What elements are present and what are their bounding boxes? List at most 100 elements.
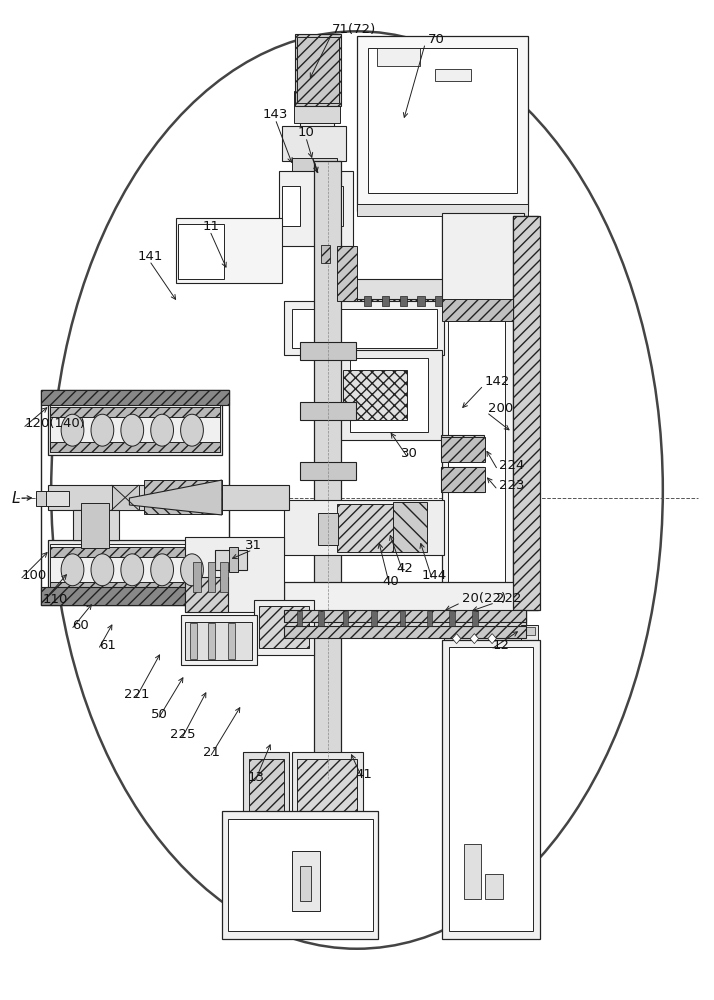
Text: 40: 40 <box>383 575 400 588</box>
Circle shape <box>61 414 84 446</box>
Polygon shape <box>295 34 341 106</box>
Text: 224: 224 <box>499 459 525 472</box>
Polygon shape <box>48 485 289 510</box>
Polygon shape <box>441 437 485 462</box>
Polygon shape <box>284 612 526 630</box>
Text: 70: 70 <box>428 33 445 46</box>
Polygon shape <box>443 640 540 939</box>
Polygon shape <box>368 48 517 193</box>
Polygon shape <box>41 390 229 405</box>
Polygon shape <box>356 299 443 311</box>
Polygon shape <box>526 627 535 635</box>
Polygon shape <box>81 503 109 548</box>
Polygon shape <box>208 623 215 659</box>
Polygon shape <box>48 400 222 455</box>
Circle shape <box>121 554 144 586</box>
Text: 42: 42 <box>396 562 413 575</box>
Polygon shape <box>343 370 407 420</box>
Polygon shape <box>278 171 353 246</box>
Polygon shape <box>441 435 483 460</box>
Polygon shape <box>48 540 222 595</box>
Text: 100: 100 <box>21 569 46 582</box>
Polygon shape <box>485 874 503 899</box>
Polygon shape <box>377 48 420 66</box>
Polygon shape <box>243 752 289 817</box>
Polygon shape <box>314 161 341 779</box>
Polygon shape <box>50 404 221 452</box>
Polygon shape <box>357 204 528 216</box>
Circle shape <box>181 414 203 446</box>
Polygon shape <box>441 467 485 492</box>
Polygon shape <box>144 480 222 498</box>
Text: 50: 50 <box>151 708 168 721</box>
Polygon shape <box>443 216 524 610</box>
Polygon shape <box>318 611 323 626</box>
Polygon shape <box>284 301 445 355</box>
Polygon shape <box>300 462 356 480</box>
Polygon shape <box>178 224 224 279</box>
Polygon shape <box>393 502 427 552</box>
Polygon shape <box>176 218 282 283</box>
Polygon shape <box>291 851 320 911</box>
Polygon shape <box>300 402 356 420</box>
Circle shape <box>61 554 84 586</box>
Polygon shape <box>436 296 443 306</box>
Polygon shape <box>282 186 300 226</box>
Polygon shape <box>282 126 346 161</box>
Polygon shape <box>144 498 222 514</box>
Polygon shape <box>441 467 483 492</box>
Circle shape <box>121 414 144 446</box>
Polygon shape <box>356 279 443 301</box>
Polygon shape <box>382 296 389 306</box>
Polygon shape <box>284 582 526 630</box>
Polygon shape <box>50 582 221 592</box>
Polygon shape <box>443 213 524 301</box>
Polygon shape <box>185 537 284 612</box>
Polygon shape <box>208 562 215 592</box>
Polygon shape <box>36 491 46 506</box>
Polygon shape <box>400 611 406 626</box>
Polygon shape <box>443 299 513 320</box>
Polygon shape <box>463 844 481 899</box>
Polygon shape <box>41 587 229 605</box>
Polygon shape <box>111 485 139 510</box>
Text: 200: 200 <box>488 402 513 415</box>
Polygon shape <box>291 309 438 348</box>
Polygon shape <box>41 491 69 506</box>
Text: 21: 21 <box>203 746 220 759</box>
Polygon shape <box>400 296 407 306</box>
Polygon shape <box>296 611 302 626</box>
Polygon shape <box>291 158 337 173</box>
Polygon shape <box>294 103 340 123</box>
Text: 144: 144 <box>421 569 446 582</box>
Polygon shape <box>190 623 197 659</box>
Polygon shape <box>228 623 235 659</box>
Polygon shape <box>50 442 221 452</box>
Polygon shape <box>254 600 314 655</box>
Polygon shape <box>364 296 371 306</box>
Polygon shape <box>284 500 445 555</box>
Text: 61: 61 <box>99 639 116 652</box>
Text: 10: 10 <box>297 126 314 139</box>
Polygon shape <box>488 634 496 644</box>
Polygon shape <box>452 634 461 644</box>
Polygon shape <box>448 228 505 602</box>
Polygon shape <box>215 550 247 570</box>
Text: 110: 110 <box>43 593 68 606</box>
Polygon shape <box>291 752 363 817</box>
Circle shape <box>151 554 174 586</box>
Text: 71(72): 71(72) <box>332 23 376 36</box>
Polygon shape <box>418 296 425 306</box>
Polygon shape <box>284 610 526 622</box>
Text: 222: 222 <box>496 592 522 605</box>
Polygon shape <box>222 811 378 939</box>
Polygon shape <box>449 647 533 931</box>
Polygon shape <box>300 342 356 360</box>
Polygon shape <box>325 186 343 226</box>
Polygon shape <box>318 513 338 545</box>
Text: 221: 221 <box>124 688 149 701</box>
Polygon shape <box>371 611 377 626</box>
Polygon shape <box>337 504 394 552</box>
Polygon shape <box>472 611 478 626</box>
Polygon shape <box>259 606 308 648</box>
